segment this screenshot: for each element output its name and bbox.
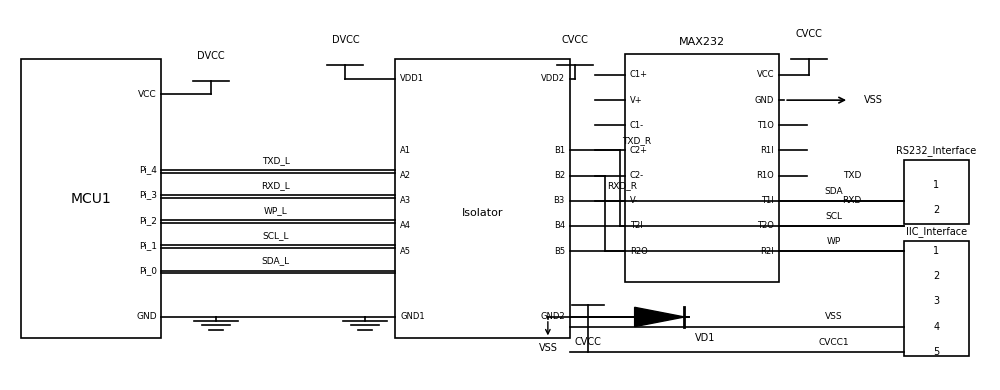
- Text: RXD_L: RXD_L: [261, 181, 290, 190]
- Bar: [625, 54, 779, 282]
- Text: VD1: VD1: [694, 333, 715, 343]
- Text: WP_L: WP_L: [264, 206, 288, 215]
- Text: C2+: C2+: [630, 146, 648, 155]
- Text: SCL: SCL: [826, 212, 843, 221]
- Text: B4: B4: [554, 222, 565, 230]
- Text: 2: 2: [933, 206, 939, 216]
- Text: 4: 4: [933, 322, 939, 332]
- Text: TXD_R: TXD_R: [622, 136, 651, 145]
- Text: GND1: GND1: [400, 312, 425, 321]
- Text: WP: WP: [827, 237, 841, 246]
- Text: T1I: T1I: [761, 196, 774, 205]
- Text: 5: 5: [933, 347, 939, 357]
- Text: DVCC: DVCC: [197, 51, 225, 60]
- Text: TXD_L: TXD_L: [262, 156, 290, 165]
- Text: VDD2: VDD2: [541, 74, 565, 83]
- Text: GND: GND: [755, 96, 774, 105]
- Text: 1: 1: [933, 180, 939, 190]
- Text: 2: 2: [933, 271, 939, 281]
- Text: B5: B5: [554, 246, 565, 256]
- Text: SCL_L: SCL_L: [262, 231, 289, 240]
- Text: RXD_R: RXD_R: [607, 181, 637, 190]
- Text: R2O: R2O: [630, 246, 647, 256]
- Text: R1O: R1O: [756, 171, 774, 180]
- Text: Isolator: Isolator: [462, 208, 503, 218]
- Text: A2: A2: [400, 171, 411, 180]
- Text: DVCC: DVCC: [332, 35, 359, 45]
- Text: RS232_Interface: RS232_Interface: [896, 145, 976, 156]
- Text: C1-: C1-: [630, 121, 644, 130]
- Text: T1O: T1O: [757, 121, 774, 130]
- Text: GND: GND: [136, 312, 157, 321]
- Text: 1: 1: [933, 246, 939, 256]
- Text: A4: A4: [400, 222, 411, 230]
- Text: Pi_1: Pi_1: [139, 241, 157, 250]
- Text: CVCC1: CVCC1: [819, 338, 849, 347]
- Text: VDD1: VDD1: [400, 74, 424, 83]
- Bar: [904, 160, 969, 224]
- Text: A1: A1: [400, 146, 411, 155]
- Text: SDA: SDA: [825, 187, 843, 196]
- Text: T2O: T2O: [757, 222, 774, 230]
- Text: C1+: C1+: [630, 71, 648, 80]
- Text: V-: V-: [630, 196, 638, 205]
- Text: T2I: T2I: [630, 222, 642, 230]
- Text: B1: B1: [554, 146, 565, 155]
- Text: C2-: C2-: [630, 171, 644, 180]
- Text: Pi_0: Pi_0: [139, 266, 157, 275]
- Text: Pi_4: Pi_4: [139, 165, 157, 174]
- Polygon shape: [635, 307, 684, 327]
- Text: RXD: RXD: [842, 196, 861, 205]
- Text: IIC_Interface: IIC_Interface: [906, 226, 967, 237]
- Text: A5: A5: [400, 246, 411, 256]
- Text: A3: A3: [400, 196, 411, 205]
- Text: VSS: VSS: [538, 343, 557, 353]
- Text: B3: B3: [554, 196, 565, 205]
- Bar: [904, 241, 969, 356]
- Text: CVCC: CVCC: [796, 29, 823, 39]
- Text: Pi_3: Pi_3: [139, 190, 157, 200]
- Text: VSS: VSS: [825, 312, 843, 321]
- Bar: [21, 59, 161, 338]
- Text: R1I: R1I: [761, 146, 774, 155]
- Text: V+: V+: [630, 96, 642, 105]
- Text: VCC: VCC: [138, 90, 157, 99]
- Text: MCU1: MCU1: [71, 192, 112, 206]
- Text: GND2: GND2: [540, 312, 565, 321]
- Text: B2: B2: [554, 171, 565, 180]
- Text: VCC: VCC: [757, 71, 774, 80]
- Text: R2I: R2I: [761, 246, 774, 256]
- Bar: [395, 59, 570, 338]
- Text: Pi_2: Pi_2: [139, 216, 157, 225]
- Text: 3: 3: [933, 296, 939, 307]
- Text: TXD: TXD: [843, 171, 861, 180]
- Text: CVCC: CVCC: [574, 337, 601, 347]
- Text: SDA_L: SDA_L: [262, 256, 290, 265]
- Text: CVCC: CVCC: [561, 35, 588, 45]
- Text: MAX232: MAX232: [679, 37, 725, 47]
- Text: VSS: VSS: [864, 95, 883, 105]
